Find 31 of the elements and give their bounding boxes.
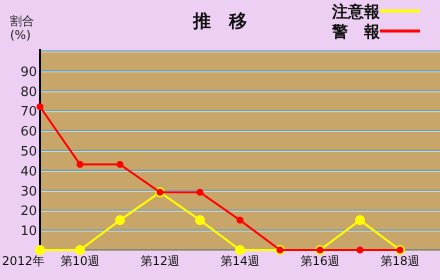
point [356, 246, 364, 254]
x-tick-label: 第10週 [60, 254, 100, 268]
y-tick-label: 60 [20, 124, 37, 140]
y-tick-label: 30 [20, 184, 37, 200]
point [75, 245, 85, 255]
point [196, 188, 204, 196]
point [236, 216, 244, 224]
y-tick-label: 40 [20, 164, 37, 180]
legend-label: 警 報 [331, 22, 381, 41]
point [36, 103, 44, 110]
y-tick-label: 80 [20, 84, 37, 100]
x-tick-label: 第18週 [380, 254, 420, 268]
y-axis-title: 割合 (%) [10, 14, 34, 42]
point [76, 160, 84, 168]
y-tick-label: 50 [20, 144, 37, 160]
x-tick-label: 第14週 [220, 254, 260, 268]
legend-label: 注意報 [331, 2, 381, 21]
x-axis-title: 2012年 [2, 254, 45, 268]
y-tick-label: 90 [20, 64, 37, 80]
point [35, 245, 45, 255]
y-tick-label: 70 [20, 104, 37, 120]
point [115, 215, 125, 226]
point [355, 215, 365, 226]
x-tick-label: 第16週 [300, 254, 340, 268]
chart-title: 推 移 [192, 11, 247, 32]
x-tick-label: 第12週 [140, 254, 180, 268]
point [116, 160, 124, 168]
point [195, 215, 205, 226]
point [235, 245, 245, 255]
y-tick-label: 10 [20, 224, 37, 240]
y-tick-label: 20 [20, 204, 37, 220]
